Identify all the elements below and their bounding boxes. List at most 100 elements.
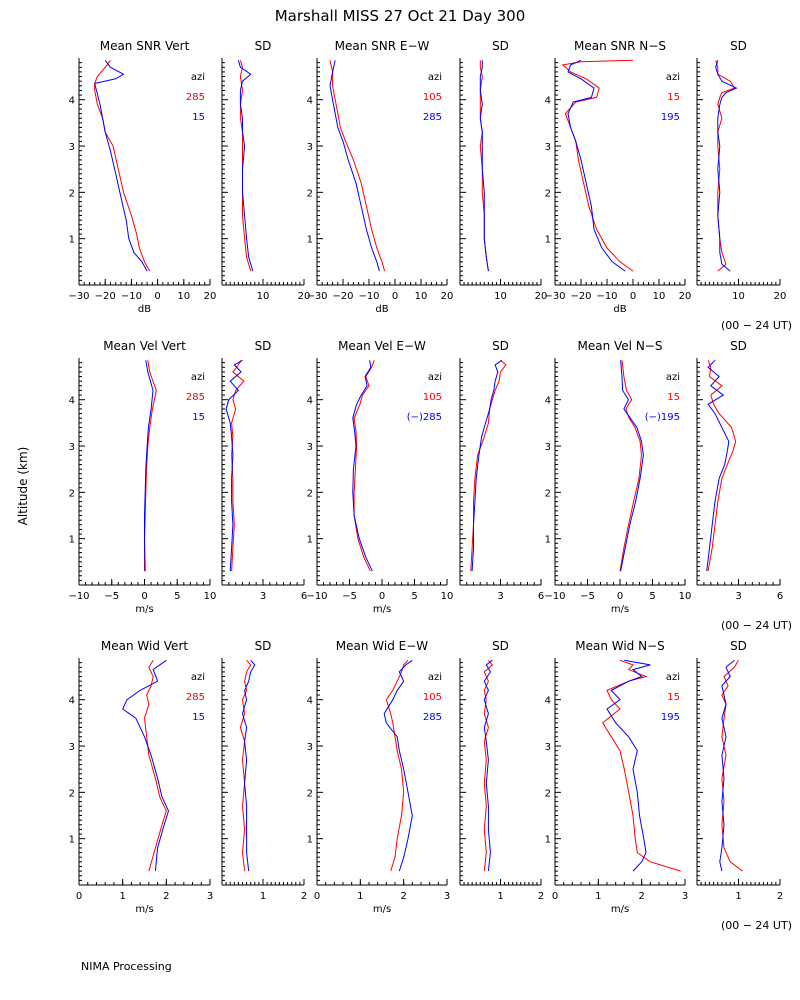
series-line-red: [329, 60, 386, 272]
x-tick-label: 10: [653, 291, 666, 302]
legend-entry-blue: (−)285: [407, 412, 442, 423]
legend-title: azi: [428, 72, 442, 83]
panel-title: Mean Vel N−S: [578, 339, 663, 353]
chart-panel-snr-6: SD 10 20: [696, 39, 787, 302]
x-tick-label: 1: [497, 891, 503, 902]
panel-title: Mean Wid N−S: [575, 639, 665, 653]
y-tick-label: 4: [69, 696, 75, 707]
series-line-blue: [352, 360, 373, 572]
x-tick-label: 0: [630, 291, 636, 302]
chart-panel-vel-5: Mean Vel N−S 1 2 3 4 −10 −5 0 5 10 m/s azi 15 (−)195: [544, 339, 691, 615]
x-tick-label: −30: [306, 291, 327, 302]
y-tick-label: 3: [545, 742, 551, 753]
x-tick-label: 0: [314, 891, 320, 902]
chart-panel-wid-4: SD 1 2: [459, 639, 544, 902]
x-tick-label: 10: [679, 591, 692, 602]
chart-panel-snr-4: SD 10 20: [459, 39, 548, 302]
x-tick-label: 2: [777, 891, 783, 902]
x-tick-label: −5: [104, 591, 119, 602]
panel-title: SD: [730, 639, 747, 653]
x-tick-label: 3: [497, 591, 503, 602]
series-line-red: [94, 60, 151, 272]
x-axis-label: m/s: [373, 604, 391, 615]
chart-panel-wid-5: Mean Wid N−S 1 2 3 4 0 1 2 3 m/s azi 15 195: [545, 639, 689, 915]
chart-panel-wid-1: Mean Wid Vert 1 2 3 4 0 1 2 3 m/s azi 285 15: [69, 639, 214, 915]
legend-entry-blue: 285: [423, 112, 442, 123]
x-tick-label: 6: [301, 591, 307, 602]
x-tick-label: 20: [204, 291, 217, 302]
y-tick-label: 4: [545, 696, 551, 707]
x-tick-label: 3: [207, 891, 213, 902]
panel-title: SD: [730, 339, 747, 353]
legend-entry-red: 105: [423, 392, 442, 403]
y-tick-label: 2: [307, 788, 313, 799]
panel-title: Mean Vel Vert: [103, 339, 186, 353]
x-tick-label: 2: [538, 891, 544, 902]
x-tick-label: 0: [379, 591, 385, 602]
x-tick-label: 0: [552, 891, 558, 902]
legend-title: azi: [666, 72, 680, 83]
y-tick-label: 2: [69, 488, 75, 499]
x-tick-label: 20: [774, 291, 787, 302]
x-tick-label: 5: [649, 591, 655, 602]
x-tick-label: 3: [444, 891, 450, 902]
series-line-red: [385, 659, 409, 872]
series-line-red: [353, 360, 375, 572]
x-tick-label: 3: [735, 591, 741, 602]
x-tick-label: 10: [177, 291, 190, 302]
chart-panel-vel-3: Mean Vel E−W 1 2 3 4 −10 −5 0 5 10 m/s azi 105 (−)285: [306, 339, 453, 615]
series-line-blue: [479, 60, 489, 272]
legend-entry-blue: 195: [661, 112, 680, 123]
x-axis-label: m/s: [611, 904, 629, 915]
legend-title: azi: [666, 372, 680, 383]
y-tick-label: 4: [545, 396, 551, 407]
y-tick-label: 2: [545, 488, 551, 499]
y-tick-label: 3: [69, 442, 75, 453]
y-tick-label: 2: [69, 788, 75, 799]
x-tick-label: −20: [570, 291, 591, 302]
x-tick-label: 10: [494, 291, 507, 302]
y-tick-label: 1: [69, 835, 75, 846]
y-tick-label: 4: [307, 396, 313, 407]
x-tick-label: 10: [732, 291, 745, 302]
x-tick-label: −30: [68, 291, 89, 302]
series-line-blue: [144, 360, 154, 572]
x-axis-label: dB: [375, 304, 388, 315]
x-tick-label: 1: [357, 891, 363, 902]
series-line-blue: [94, 60, 148, 272]
x-tick-label: −5: [580, 591, 595, 602]
row-note-3: (00 − 24 UT): [721, 919, 792, 932]
series-line-red: [143, 660, 167, 872]
x-axis-label: m/s: [135, 904, 153, 915]
chart-panel-vel-6: SD 3 6: [696, 339, 783, 602]
legend-title: azi: [428, 372, 442, 383]
series-line-red: [470, 359, 507, 572]
x-tick-label: 10: [415, 291, 428, 302]
x-tick-label: −10: [544, 591, 565, 602]
y-tick-label: 2: [545, 788, 551, 799]
y-axis-label: Altitude (km): [16, 447, 30, 526]
series-line-blue: [122, 659, 170, 872]
x-axis-label: dB: [138, 304, 151, 315]
row-note-2: (00 − 24 UT): [721, 619, 792, 632]
y-tick-label: 4: [307, 96, 313, 107]
x-tick-label: −20: [95, 291, 116, 302]
x-tick-label: 0: [76, 891, 82, 902]
panel-title: Mean SNR E−W: [335, 39, 430, 53]
series-line-blue: [483, 659, 493, 872]
legend-title: azi: [191, 672, 205, 683]
y-tick-label: 1: [545, 235, 551, 246]
panel-title: SD: [255, 339, 272, 353]
legend-entry-blue: 285: [423, 712, 442, 723]
y-tick-label: 1: [307, 235, 313, 246]
chart-panel-wid-6: SD 1 2: [696, 639, 783, 902]
x-tick-label: −10: [596, 291, 617, 302]
y-tick-label: 1: [307, 535, 313, 546]
panel-title: Mean SNR Vert: [100, 39, 190, 53]
x-tick-label: 3: [682, 891, 688, 902]
x-tick-label: 20: [535, 291, 548, 302]
series-line-blue: [719, 659, 735, 872]
legend-entry-red: 285: [186, 692, 205, 703]
